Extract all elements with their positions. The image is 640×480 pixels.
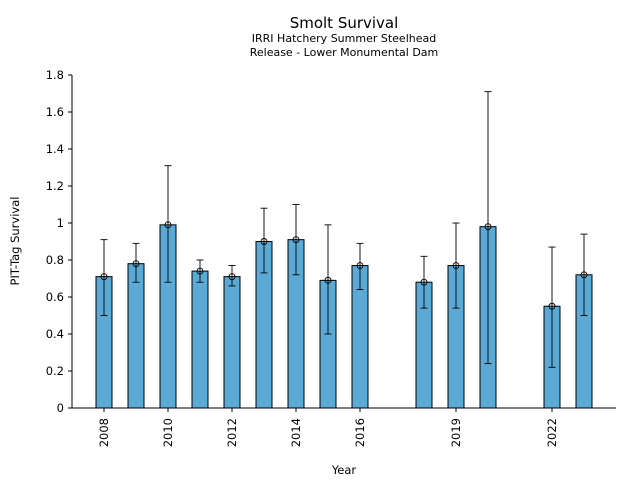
bar: [191, 270, 209, 409]
y-axis-label: PIT-Tag Survival: [8, 197, 22, 286]
y-tick-label: 0.2: [46, 364, 64, 378]
y-tick-label: 1.8: [46, 68, 64, 82]
x-tick-label: 2014: [289, 418, 303, 447]
point-marker: [580, 271, 588, 279]
x-axis-label: Year: [331, 463, 357, 477]
plot-area: 0 0.2 0.4 0.6 0.8 1 1.2 1.4 1.6 1.8 2008 2010 2012 20…: [46, 68, 616, 447]
chart-title: Smolt Survival: [290, 14, 399, 32]
y-tick-label: 1.6: [46, 105, 64, 119]
point-marker: [164, 221, 172, 229]
point-marker: [484, 223, 492, 231]
point-marker: [292, 236, 300, 244]
point-marker: [356, 262, 364, 269]
bar: [223, 276, 241, 409]
point-marker: [196, 267, 204, 275]
point-marker: [228, 273, 236, 281]
x-tick-label: 2010: [161, 418, 175, 447]
bar: [127, 263, 145, 409]
x-tick-label: 2019: [449, 418, 463, 447]
x-tick-label: 2016: [353, 418, 367, 447]
x-tick-label: 2022: [545, 418, 559, 447]
point-marker: [100, 273, 108, 281]
y-tick-label: 1.4: [46, 142, 64, 156]
y-tick-label: 0.6: [46, 290, 64, 304]
chart-subtitle-line-1: IRRI Hatchery Summer Steelhead: [252, 32, 436, 45]
point-marker: [132, 260, 140, 268]
x-tick-label: 2008: [97, 418, 111, 447]
y-tick-label: 0.4: [46, 327, 64, 341]
y-tick-label: 0: [57, 401, 64, 415]
x-tick-label: 2012: [225, 418, 239, 447]
y-tick-label: 1.2: [46, 179, 64, 193]
chart-subtitle-line-2: Release - Lower Monumental Dam: [250, 46, 439, 59]
point-marker: [548, 302, 556, 310]
point-marker: [452, 262, 460, 269]
y-tick-label: 0.8: [46, 253, 64, 267]
point-marker: [420, 278, 428, 286]
point-marker: [260, 238, 268, 245]
point-marker: [324, 276, 332, 284]
y-tick-label: 1: [57, 216, 64, 230]
